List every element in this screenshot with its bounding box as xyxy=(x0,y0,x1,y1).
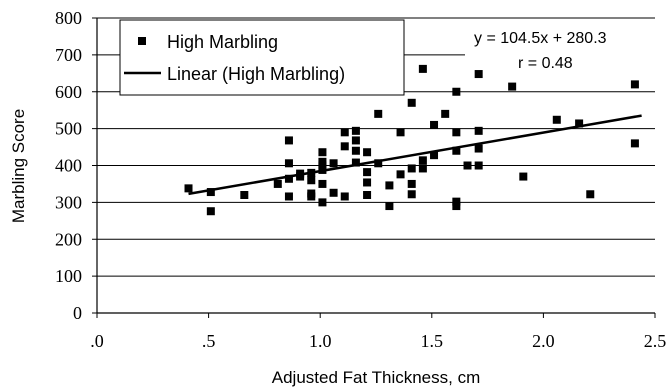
data-point xyxy=(240,191,249,199)
y-tick-label: 400 xyxy=(55,156,82,176)
x-tick-label: 1.5 xyxy=(421,331,444,351)
data-point xyxy=(363,148,372,157)
data-point xyxy=(452,146,461,155)
data-point xyxy=(206,188,215,197)
data-point xyxy=(351,158,360,167)
x-tick-label: .5 xyxy=(202,331,216,351)
legend: High Marbling Linear (High Marbling) xyxy=(119,19,405,96)
data-point xyxy=(284,159,293,168)
data-point xyxy=(575,119,584,128)
data-point xyxy=(206,207,215,216)
data-point xyxy=(452,128,461,137)
data-point xyxy=(329,188,338,197)
data-point xyxy=(441,109,450,118)
data-point xyxy=(385,202,394,211)
data-point xyxy=(318,148,327,157)
data-point xyxy=(474,126,483,135)
data-point xyxy=(351,146,360,155)
data-point xyxy=(586,190,595,199)
data-point xyxy=(340,128,349,137)
y-tick-label: 800 xyxy=(55,8,82,28)
data-point xyxy=(284,136,293,145)
data-point xyxy=(418,164,427,173)
legend-marker-square xyxy=(138,37,146,45)
y-tick-label: 100 xyxy=(55,266,82,286)
y-tick-label: 600 xyxy=(55,82,82,102)
data-point xyxy=(184,184,193,193)
data-point xyxy=(508,82,517,91)
y-tick-label: 0 xyxy=(73,303,82,323)
trendline-line xyxy=(188,114,642,196)
data-point xyxy=(284,192,293,201)
legend-box xyxy=(119,19,405,96)
data-point xyxy=(552,115,561,124)
data-point xyxy=(351,136,360,145)
axes xyxy=(92,17,656,318)
data-point xyxy=(318,179,327,188)
data-point xyxy=(430,120,439,129)
data-point xyxy=(474,161,483,170)
data-point xyxy=(329,159,338,168)
y-axis-title: Marbling Score xyxy=(9,109,28,223)
data-point xyxy=(307,192,316,201)
data-point xyxy=(519,172,528,181)
data-point xyxy=(307,176,316,185)
data-point xyxy=(474,144,483,153)
data-point xyxy=(374,109,383,118)
data-point xyxy=(363,168,372,177)
data-point xyxy=(318,165,327,174)
data-point xyxy=(340,142,349,151)
data-point xyxy=(463,161,472,170)
x-tick-label: .0 xyxy=(90,331,104,351)
trendline xyxy=(188,114,642,196)
data-point xyxy=(630,139,639,148)
data-point xyxy=(452,87,461,96)
data-point xyxy=(452,202,461,211)
data-point xyxy=(407,190,416,199)
data-points xyxy=(184,64,639,216)
x-tick-label: 2.5 xyxy=(644,331,667,351)
data-point xyxy=(318,161,327,170)
data-point xyxy=(318,198,327,207)
data-point xyxy=(474,70,483,79)
correlation-coefficient: r = 0.48 xyxy=(518,55,573,72)
data-point xyxy=(430,151,439,160)
x-tick-label: 2.0 xyxy=(532,331,555,351)
x-tick-label: 1.0 xyxy=(309,331,332,351)
data-point xyxy=(307,168,316,177)
data-point xyxy=(396,170,405,179)
data-point xyxy=(374,159,383,168)
y-tick-label: 200 xyxy=(55,229,82,249)
data-point xyxy=(385,181,394,190)
data-point xyxy=(407,179,416,188)
data-point xyxy=(452,197,461,206)
legend-label-series: High Marbling xyxy=(167,32,278,52)
data-point xyxy=(407,164,416,173)
y-tick-label: 700 xyxy=(55,45,82,65)
data-point xyxy=(418,64,427,73)
y-tick-label: 300 xyxy=(55,192,82,212)
data-point xyxy=(351,126,360,135)
equation-box xyxy=(465,20,655,66)
legend-label-trendline: Linear (High Marbling) xyxy=(167,64,345,84)
data-point xyxy=(407,98,416,107)
regression-equation: y = 104.5x + 280.3 xyxy=(474,30,607,47)
data-point xyxy=(396,128,405,137)
x-axis-title: Adjusted Fat Thickness, cm xyxy=(272,368,481,387)
data-point xyxy=(284,174,293,183)
data-point xyxy=(418,156,427,165)
data-point xyxy=(296,172,305,181)
data-point xyxy=(363,191,372,199)
data-point xyxy=(273,179,282,188)
data-point xyxy=(340,192,349,201)
y-tick-label: 500 xyxy=(55,119,82,139)
x-tick-labels: .0 .5 1.0 1.5 2.0 2.5 xyxy=(90,331,666,351)
y-tick-labels: 0 100 200 300 400 500 600 700 800 xyxy=(55,8,82,323)
data-point xyxy=(630,80,639,89)
data-point xyxy=(363,178,372,187)
